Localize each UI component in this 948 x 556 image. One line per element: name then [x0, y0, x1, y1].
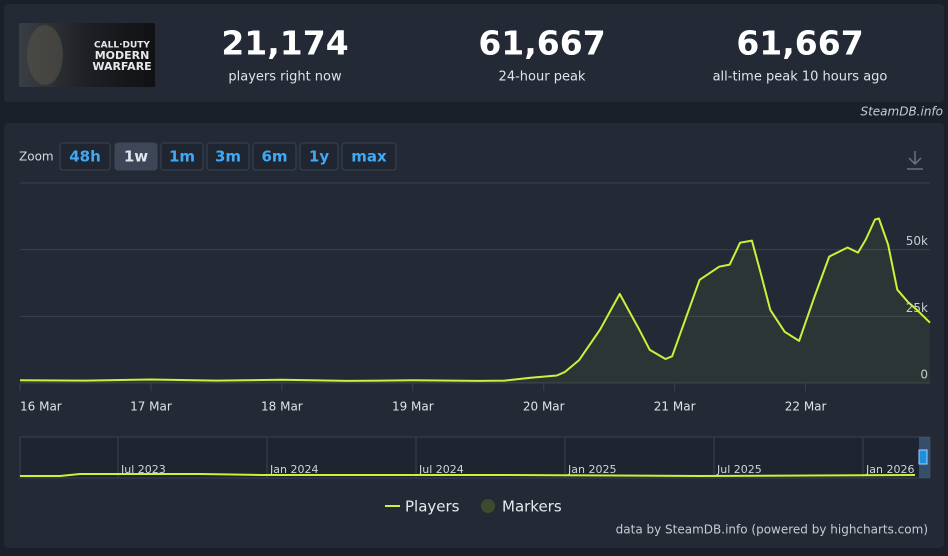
navigator-label: Jul 2024: [418, 463, 464, 476]
x-tick-label: 16 Mar: [20, 400, 62, 414]
navigator-label: Jan 2024: [269, 463, 318, 476]
logo-text: CALL·DUTY: [94, 41, 150, 51]
download-icon: [907, 151, 923, 170]
navigator-line: [20, 473, 916, 478]
watermark: SteamDB.info: [860, 105, 943, 119]
zoom-label: Zoom: [19, 150, 54, 164]
x-tick-label: 22 Mar: [785, 400, 827, 414]
zoom-button-label: 1w: [124, 148, 148, 166]
x-tick-label: 19 Mar: [392, 400, 434, 414]
zoom-buttons: 48h 1w 1m 3m 6m 1y max: [59, 142, 397, 171]
x-tick-label: 18 Mar: [261, 400, 303, 414]
navigator-label: Jan 2026: [865, 463, 914, 476]
y-tick-label: 0: [920, 368, 928, 382]
zoom-button-label: 48h: [69, 148, 101, 166]
zoom-button-label: max: [351, 148, 387, 166]
navigator-label: Jul 2025: [716, 463, 762, 476]
line: [19, 217, 931, 382]
area: [20, 218, 930, 383]
stats-panel: [4, 4, 944, 102]
x-tick-label: 21 Mar: [654, 400, 696, 414]
navigator-label: Jan 2025: [567, 463, 616, 476]
logo-text: WARFARE: [92, 60, 151, 73]
zoom-button-label: 1y: [309, 148, 329, 166]
zoom-button[interactable]: [252, 142, 297, 171]
navigator-label: Jan 2026: [865, 463, 914, 476]
logo-text: MODERN: [95, 49, 150, 62]
zoom-button[interactable]: [206, 142, 250, 171]
zoom-button-label: 1m: [169, 148, 195, 166]
navigator-label: Jul 2023: [120, 463, 166, 476]
navigator-label: Jul 2023: [120, 463, 166, 476]
y-tick-label: 50k: [906, 234, 928, 248]
stats: 21,174 players right now 61,667 24-hour pea…: [221, 24, 887, 85]
zoom-button-label: 3m: [215, 148, 241, 166]
stat-value: 61,667: [736, 24, 863, 63]
stat-label: 24-hour peak: [499, 70, 586, 85]
zoom-button[interactable]: [341, 142, 397, 171]
stat-label: players right now: [228, 70, 342, 85]
zoom-button[interactable]: [160, 142, 204, 171]
zoom-button[interactable]: [299, 142, 339, 171]
navigator-label: Jul 2024: [418, 463, 464, 476]
x-tick-label: 17 Mar: [130, 400, 172, 414]
stat-value: 21,174: [221, 24, 348, 63]
cover-figure: [27, 25, 63, 85]
navigator-label: Jul 2025: [716, 463, 762, 476]
zoom-button[interactable]: [114, 142, 158, 171]
credits: data by SteamDB.info (powered by highcha…: [616, 523, 928, 537]
navigator-handle[interactable]: [918, 449, 928, 465]
legend-label[interactable]: Markers: [502, 498, 562, 516]
x-tick-label: 20 Mar: [523, 400, 565, 414]
download-button[interactable]: [907, 151, 923, 170]
zoom-button-label: 6m: [261, 148, 287, 166]
stat-value: 61,667: [478, 24, 605, 63]
zoom-button[interactable]: [59, 142, 111, 171]
navigator-label: Jan 2024: [269, 463, 318, 476]
navigator-label: Jan 2025: [567, 463, 616, 476]
legend-swatch: [481, 499, 495, 513]
legend-label[interactable]: Players: [405, 498, 460, 516]
stat-label: all-time peak 10 hours ago: [713, 70, 888, 85]
legend: Players Markers: [385, 498, 562, 516]
